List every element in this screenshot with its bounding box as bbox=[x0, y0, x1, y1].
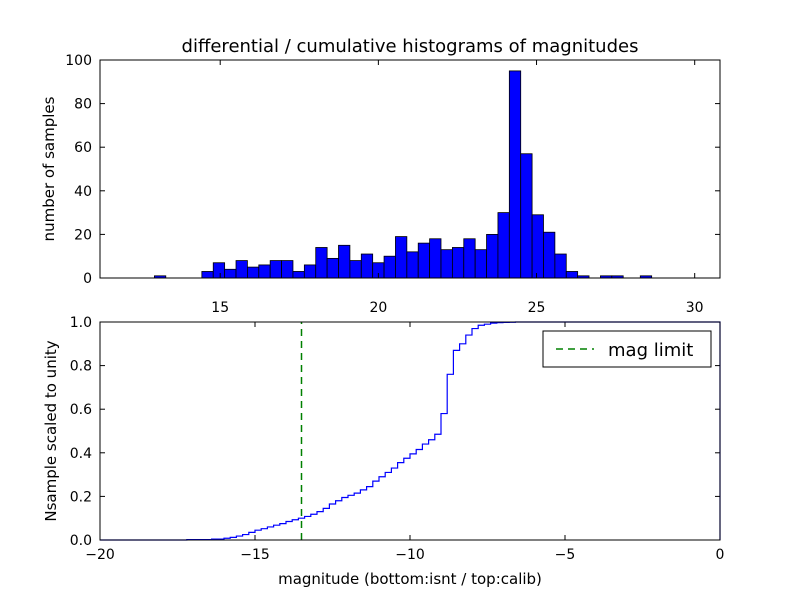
histogram-bar-10 bbox=[303, 264, 317, 279]
cumulative-ytick-label-4: 0.8 bbox=[70, 359, 92, 375]
histogram-bar-5 bbox=[247, 266, 260, 279]
histogram-ticks: 15 20 25 30 0 20 40 60 80 100 bbox=[65, 53, 720, 316]
histogram-bar-11 bbox=[315, 247, 328, 279]
histogram-bar-20 bbox=[417, 242, 431, 279]
histogram-bar-26 bbox=[486, 233, 499, 279]
histogram-ytick-label-2: 40 bbox=[74, 184, 92, 200]
histogram-xtick-label-1: 20 bbox=[369, 300, 387, 316]
histogram-ytick-label-4: 80 bbox=[74, 97, 92, 113]
histogram-bar-33 bbox=[565, 271, 579, 279]
cumulative-panel: −20 −15 −10 −5 0 0.0 0.2 0.4 0.6 0.8 1.0 magnitude… bbox=[42, 315, 724, 588]
histogram-bar-9 bbox=[292, 271, 305, 279]
histogram-xtick-label-0: 15 bbox=[211, 300, 229, 316]
histogram-bar-25 bbox=[474, 249, 487, 279]
histogram-bar-3 bbox=[224, 268, 237, 279]
histogram-frame bbox=[99, 59, 721, 279]
cumulative-frame bbox=[99, 321, 721, 541]
histogram-bar-21 bbox=[429, 238, 442, 279]
histogram-ytick-label-5: 100 bbox=[65, 53, 92, 69]
histogram-bar-2 bbox=[212, 262, 226, 279]
histogram-ytick-label-3: 60 bbox=[74, 140, 92, 156]
cumulative-ytick-label-0: 0.0 bbox=[70, 533, 92, 549]
histogram-bar-8 bbox=[281, 260, 294, 279]
histogram-xtick-label-2: 25 bbox=[528, 300, 546, 316]
histogram-bar-29 bbox=[520, 153, 533, 279]
histogram-bar-14 bbox=[349, 260, 362, 279]
histogram-bar-7 bbox=[269, 260, 282, 279]
cumulative-xtick-label-4: 0 bbox=[716, 547, 725, 563]
cumulative-ytick-label-1: 0.2 bbox=[70, 489, 92, 505]
cumulative-ytick-label-2: 0.4 bbox=[70, 446, 92, 462]
cumulative-ytick-label-3: 0.6 bbox=[70, 402, 92, 418]
histogram-bar-17 bbox=[383, 255, 396, 279]
histogram-bar-32 bbox=[554, 253, 567, 279]
histogram-bar-13 bbox=[338, 244, 351, 279]
cumulative-ylabel: Nsample scaled to unity bbox=[42, 340, 60, 521]
histogram-title: differential / cumulative histograms of … bbox=[182, 36, 639, 57]
histogram-bar-24 bbox=[463, 238, 476, 279]
histogram-ylabel: number of samples bbox=[40, 96, 58, 241]
cumulative-ticks: −20 −15 −10 −5 0 0.0 0.2 0.4 0.6 0.8 1.0 bbox=[70, 315, 725, 563]
histogram-bar-6 bbox=[258, 264, 271, 279]
histogram-bar-4 bbox=[235, 260, 248, 279]
histogram-bar-19 bbox=[406, 251, 419, 279]
histogram-ytick-label-1: 20 bbox=[74, 227, 92, 243]
histogram-bar-1 bbox=[201, 271, 214, 279]
histogram-bar-15 bbox=[360, 253, 374, 279]
cumulative-xlabel: magnitude (bottom:isnt / top:calib) bbox=[278, 570, 542, 588]
cumulative-ytick-label-5: 1.0 bbox=[70, 315, 92, 331]
histogram-bar-23 bbox=[451, 247, 465, 279]
histogram-bar-30 bbox=[531, 214, 544, 279]
histogram-bar-31 bbox=[543, 231, 556, 279]
cumulative-xtick-label-2: −10 bbox=[395, 547, 425, 563]
histogram-panel: differential / cumulative histograms of … bbox=[40, 36, 721, 316]
cumulative-step-line bbox=[100, 321, 721, 541]
histogram-bar-28 bbox=[508, 70, 522, 279]
cumulative-xtick-label-1: −15 bbox=[240, 547, 270, 563]
histogram-xtick-label-3: 30 bbox=[686, 300, 704, 316]
legend-label: mag limit bbox=[608, 340, 693, 361]
legend: mag limit bbox=[542, 330, 712, 368]
histogram-bar-18 bbox=[395, 236, 408, 279]
histogram-bar-22 bbox=[440, 249, 453, 279]
histogram-bar-27 bbox=[497, 212, 510, 279]
histogram-ytick-label-0: 0 bbox=[83, 271, 92, 287]
histogram-bar-12 bbox=[326, 257, 339, 279]
cumulative-xtick-label-0: −20 bbox=[85, 547, 115, 563]
cumulative-xtick-label-3: −5 bbox=[555, 547, 576, 563]
histogram-bars bbox=[154, 70, 653, 279]
